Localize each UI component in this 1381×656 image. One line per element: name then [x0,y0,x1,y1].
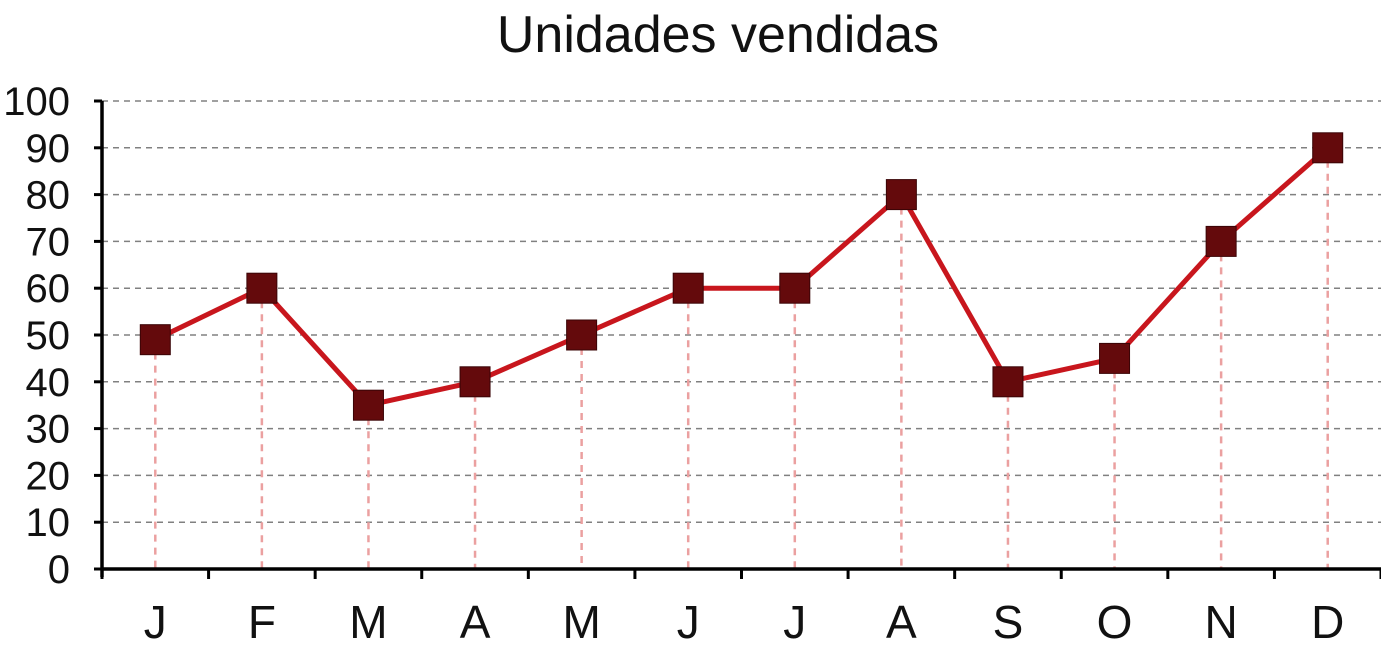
y-tick-label: 70 [26,220,71,264]
y-tick-label: 80 [26,174,71,218]
series-markers [139,132,1344,421]
x-tick-label: M [562,596,600,648]
data-point-marker [1099,342,1131,374]
y-tick-label: 40 [26,361,71,405]
series-line [154,145,1330,408]
drop-lines [154,147,1329,569]
y-tick-label: 20 [26,454,71,498]
data-point-marker [672,272,704,304]
y-tick-label: 10 [26,501,71,545]
y-tick-label: 90 [26,127,71,171]
series-polyline [154,145,1330,408]
x-tick-label: J [144,596,167,648]
y-tick-label: 0 [48,548,70,592]
x-tick-label: D [1311,596,1344,648]
y-tick-label: 50 [26,314,71,358]
data-point-marker [139,324,171,356]
data-point-marker [779,272,811,304]
data-point-marker [992,366,1024,398]
x-tick-label: A [460,596,491,648]
x-tick-label: N [1205,596,1238,648]
data-point-marker [246,272,278,304]
axes [100,101,1381,577]
x-tick-label: F [248,596,276,648]
chart-title: Unidades vendidas [497,6,939,64]
x-tick-label: M [349,596,387,648]
x-tick-label: J [677,596,700,648]
data-point-marker [352,389,384,421]
x-tick-label: J [783,596,806,648]
x-tick-label: S [993,596,1024,648]
data-point-marker [1205,225,1237,257]
data-point-marker [459,366,491,398]
x-tick-label: A [886,596,917,648]
data-point-marker [885,179,917,211]
data-point-marker [566,319,598,351]
y-tick-label: 60 [26,267,71,311]
y-tick-label: 30 [26,408,71,452]
gridlines [102,100,1381,523]
y-tick-label: 100 [3,80,70,124]
data-point-marker [1312,132,1344,164]
x-tick-label: O [1097,596,1133,648]
